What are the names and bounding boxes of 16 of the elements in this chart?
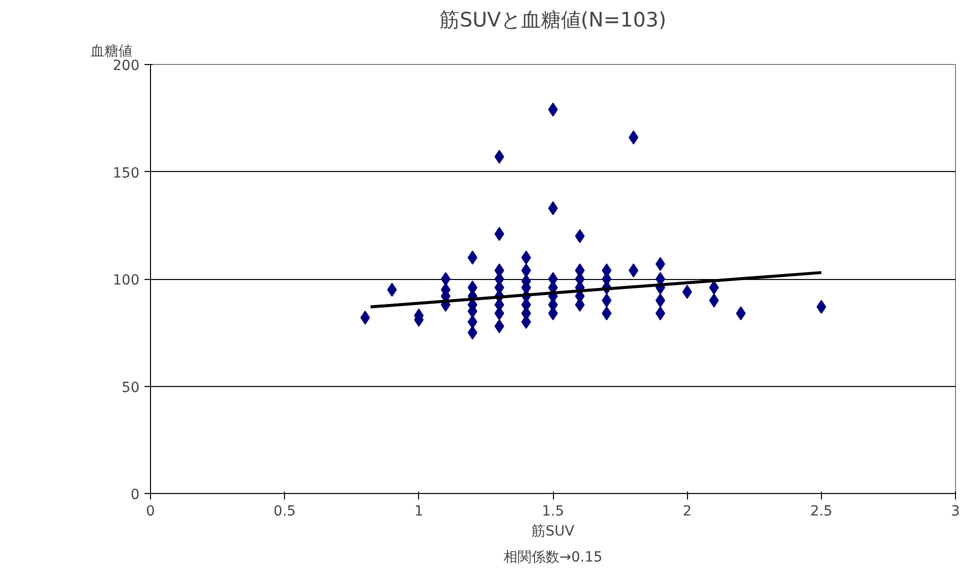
chart-title: 筋SUVと血糖値(N=103) [440,8,666,32]
x-tick-label: 3 [951,504,960,520]
y-tick-label: 0 [130,487,140,503]
y-axis-title: 血糖値 [90,44,132,60]
x-tick-label: 0.5 [274,504,296,520]
x-tick-label: 2 [682,504,692,520]
x-tick-label: 1 [414,504,424,520]
text: 相関係数→0.15 [504,550,602,566]
y-tick-label: 100 [112,272,140,288]
y-tick-label: 150 [112,165,140,182]
x-axis-title: 筋SUV [532,524,575,540]
y-tick-label: 200 [112,58,140,74]
x-tick-label: 2.5 [810,504,832,520]
x-tick-label: 1.5 [542,504,564,520]
y-tick-label: 50 [122,380,140,396]
x-tick-label: 0 [146,504,155,520]
